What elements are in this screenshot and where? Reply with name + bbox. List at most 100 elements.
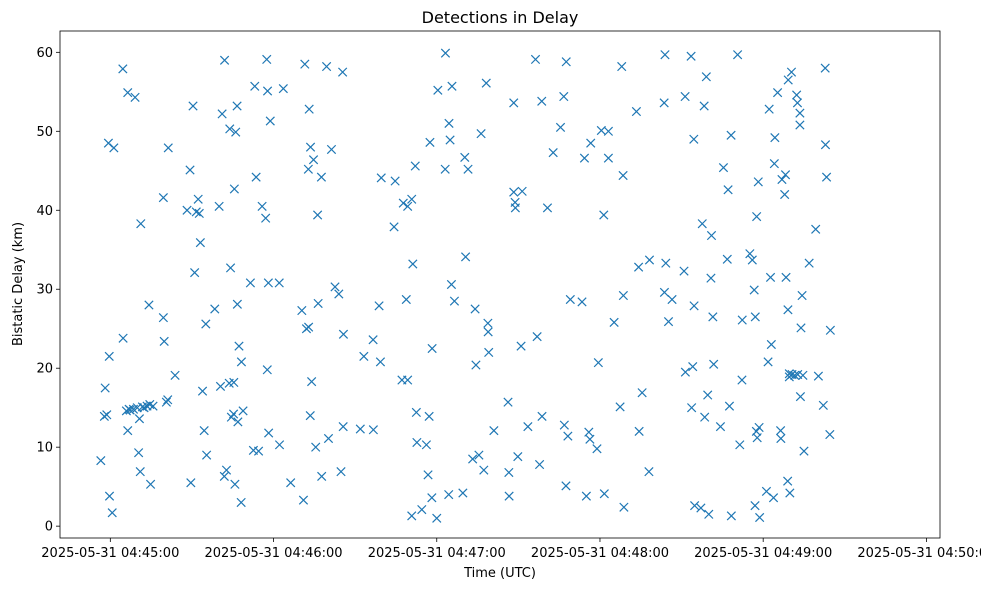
data-point-marker: [792, 90, 802, 100]
data-point-marker: [579, 153, 590, 163]
data-point-marker: [229, 377, 239, 388]
data-point-marker: [410, 161, 420, 171]
data-point-marker: [368, 425, 378, 435]
y-tick-label: 40: [36, 204, 53, 219]
data-point-marker: [159, 336, 169, 346]
data-point-marker: [219, 471, 229, 482]
data-point-marker: [709, 359, 719, 369]
data-point-marker: [182, 205, 192, 215]
data-point-marker: [503, 397, 513, 407]
data-point-marker: [376, 173, 386, 183]
data-point-marker: [421, 440, 432, 450]
data-point-marker: [338, 67, 348, 77]
data-point-marker: [170, 370, 180, 380]
data-point-marker: [489, 425, 499, 436]
data-point-marker: [795, 108, 805, 118]
data-point-marker: [265, 116, 275, 126]
data-point-marker: [304, 104, 314, 114]
x-axis-ticks: 2025-05-31 04:45:00 2025-05-31 04:46:00 20…: [41, 538, 981, 561]
y-tick-label: 20: [36, 362, 53, 377]
data-point-marker: [458, 488, 468, 498]
data-point-marker: [688, 362, 698, 372]
data-point-marker: [121, 406, 131, 416]
data-point-marker: [104, 351, 114, 361]
data-point-marker: [297, 305, 307, 316]
data-point-marker: [251, 172, 261, 182]
data-point-marker: [785, 488, 795, 498]
data-point-marker: [599, 210, 609, 220]
data-point-marker: [118, 333, 128, 343]
data-point-marker: [723, 185, 733, 195]
data-point-marker: [659, 287, 670, 298]
data-point-marker: [542, 203, 553, 213]
data-point-marker: [195, 238, 205, 248]
data-point-marker: [163, 395, 173, 405]
data-point-marker: [236, 497, 246, 508]
data-point-marker: [615, 402, 625, 412]
data-point-marker: [483, 318, 493, 328]
data-point-marker: [763, 357, 773, 367]
data-point-marker: [679, 266, 689, 276]
data-point-marker: [300, 59, 310, 69]
data-point-marker: [796, 323, 806, 333]
data-point-marker: [659, 98, 669, 108]
data-point-marker: [446, 279, 457, 290]
data-point-marker: [798, 370, 808, 380]
data-point-marker: [398, 198, 408, 208]
data-point-marker: [191, 207, 201, 217]
data-point-marker: [136, 219, 146, 229]
data-point-marker: [232, 299, 242, 309]
data-point-marker: [158, 313, 168, 323]
data-point-marker: [139, 403, 149, 413]
plot-area-frame: [59, 30, 941, 539]
data-point-marker: [123, 87, 133, 98]
data-point-marker: [411, 407, 421, 418]
data-point-marker: [680, 367, 691, 377]
data-point-marker: [603, 153, 614, 163]
data-point-marker: [449, 296, 460, 306]
data-point-marker: [447, 81, 457, 91]
data-point-marker: [752, 211, 762, 222]
data-point-marker: [750, 500, 760, 511]
x-tick-label: 2025-05-31 04:49:00: [694, 546, 832, 561]
data-point-marker: [463, 164, 473, 174]
data-point-marker: [476, 129, 486, 139]
data-point-marker: [236, 357, 247, 367]
data-point-marker: [559, 420, 569, 430]
data-point-marker: [199, 425, 209, 436]
x-tick-label: 2025-05-31 04:47:00: [368, 546, 506, 561]
data-point-marker: [818, 400, 828, 410]
data-point-marker: [432, 513, 442, 523]
data-point-marker: [336, 467, 346, 477]
data-point-marker: [250, 81, 260, 91]
data-point-marker: [634, 426, 644, 437]
data-point-marker: [783, 305, 793, 315]
data-point-marker: [298, 495, 309, 505]
data-point-marker: [304, 322, 314, 332]
data-point-marker: [732, 50, 743, 60]
data-point-marker: [133, 448, 144, 458]
data-point-marker: [423, 470, 433, 480]
data-point-marker: [813, 371, 824, 381]
data-point-marker: [770, 132, 780, 143]
data-point-marker: [786, 67, 797, 77]
data-point-marker: [221, 465, 232, 475]
data-point-marker: [306, 377, 317, 387]
data-point-marker: [262, 86, 273, 96]
data-point-marker: [135, 467, 145, 477]
data-point-marker: [253, 446, 264, 456]
data-point-marker: [781, 272, 791, 283]
data-point-marker: [776, 433, 786, 444]
data-point-marker: [210, 304, 220, 314]
data-point-marker: [338, 422, 348, 432]
data-point-marker: [274, 278, 284, 288]
data-point-marker: [471, 360, 481, 370]
data-point-marker: [517, 186, 527, 196]
data-point-marker: [303, 164, 313, 174]
data-point-marker: [305, 410, 315, 421]
data-point-marker: [592, 444, 602, 454]
data-point-marker: [474, 450, 484, 460]
data-point-marker: [548, 147, 558, 158]
y-axis-label: Bistatic Delay (km): [11, 222, 26, 346]
data-point-marker: [660, 50, 670, 60]
